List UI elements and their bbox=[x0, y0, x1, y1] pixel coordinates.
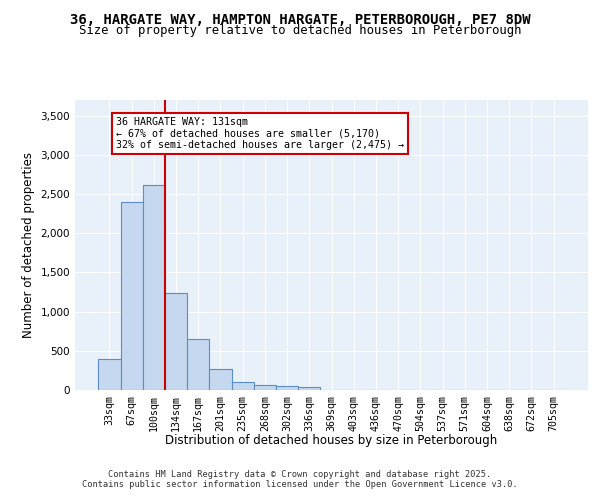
Bar bbox=[143, 184, 165, 390]
Bar bbox=[276, 386, 298, 390]
X-axis label: Distribution of detached houses by size in Peterborough: Distribution of detached houses by size … bbox=[166, 434, 497, 446]
Bar bbox=[209, 369, 232, 390]
Bar bbox=[254, 385, 276, 390]
Bar bbox=[232, 382, 254, 390]
Y-axis label: Number of detached properties: Number of detached properties bbox=[22, 152, 35, 338]
Text: Contains HM Land Registry data © Crown copyright and database right 2025.
Contai: Contains HM Land Registry data © Crown c… bbox=[82, 470, 518, 489]
Bar bbox=[98, 360, 121, 390]
Text: Size of property relative to detached houses in Peterborough: Size of property relative to detached ho… bbox=[79, 24, 521, 37]
Bar bbox=[187, 339, 209, 390]
Bar bbox=[121, 202, 143, 390]
Text: 36 HARGATE WAY: 131sqm
← 67% of detached houses are smaller (5,170)
32% of semi-: 36 HARGATE WAY: 131sqm ← 67% of detached… bbox=[116, 117, 404, 150]
Bar bbox=[298, 387, 320, 390]
Bar bbox=[165, 293, 187, 390]
Text: 36, HARGATE WAY, HAMPTON HARGATE, PETERBOROUGH, PE7 8DW: 36, HARGATE WAY, HAMPTON HARGATE, PETERB… bbox=[70, 12, 530, 26]
